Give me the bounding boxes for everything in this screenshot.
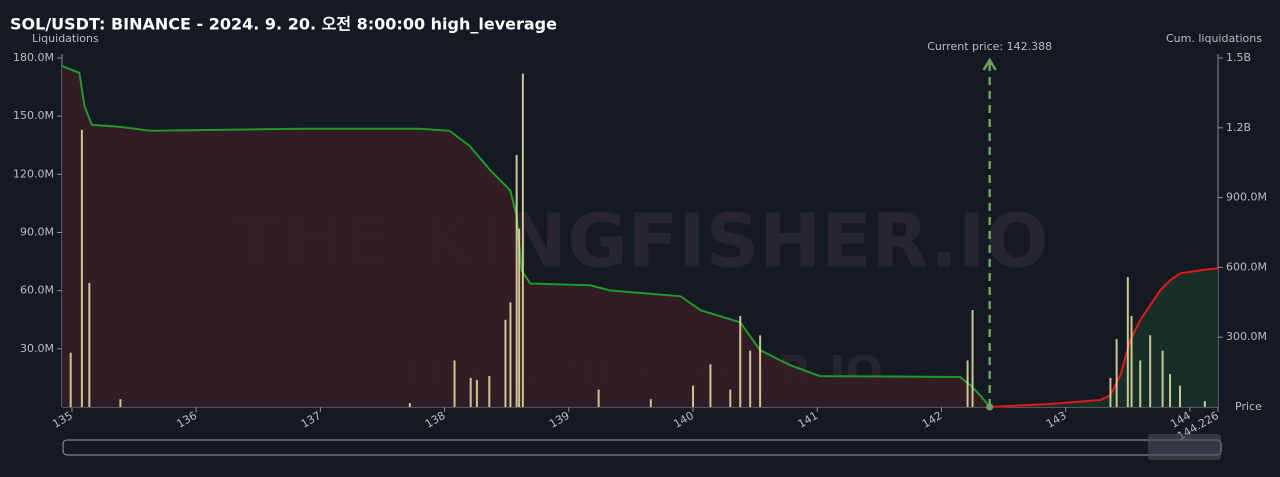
- liquidation-bar: [504, 319, 507, 407]
- x-tick-label: 142: [920, 409, 945, 431]
- scroll-handle[interactable]: [1148, 434, 1221, 460]
- liquidation-bar: [488, 375, 491, 407]
- liquidation-bar: [515, 154, 518, 407]
- liquidation-bar: [453, 360, 456, 407]
- liquidation-bar: [69, 352, 72, 407]
- liquidation-bar: [1178, 385, 1181, 407]
- x-tick-label: 135: [50, 409, 75, 431]
- liquidation-bar: [971, 310, 974, 407]
- liquidation-bar: [119, 399, 122, 407]
- liquidation-bar: [469, 377, 472, 407]
- liquidation-bar: [1139, 360, 1142, 407]
- liquidation-bar: [1109, 377, 1112, 407]
- x-tick-label: 138: [423, 409, 448, 431]
- liquidation-bar: [518, 228, 521, 407]
- liquidation-bar: [509, 302, 512, 407]
- cum-line: [989, 267, 1219, 408]
- y2-tick-label: 1.5B: [1226, 51, 1251, 64]
- liquidation-bar: [80, 129, 83, 407]
- scroll-track: [62, 439, 1222, 456]
- x-axis-label: Price: [1235, 400, 1262, 413]
- liquidation-bar: [692, 385, 695, 407]
- y2-tick-label: 300.0M: [1226, 330, 1267, 343]
- y2-tick-label: 900.0M: [1226, 191, 1267, 204]
- liquidation-bar: [1130, 315, 1133, 407]
- liquidation-bar: [597, 389, 600, 407]
- liquidation-bar: [709, 364, 712, 407]
- y-tick-label: 30.0M: [20, 342, 54, 355]
- y2-axis-label: Cum. liquidations: [1166, 32, 1262, 45]
- y2-tick-label: 600.0M: [1226, 260, 1267, 273]
- liquidation-bar: [1126, 277, 1129, 407]
- x-tick-label: 140: [671, 409, 696, 431]
- y-tick-label: 60.0M: [20, 284, 54, 297]
- liquidation-bar: [1161, 350, 1164, 407]
- liquidation-bar: [749, 350, 752, 407]
- current-price-dot: [986, 403, 994, 411]
- liquidation-bar: [1169, 374, 1172, 407]
- x-tick-label: 139: [547, 409, 572, 431]
- liquidation-bar: [649, 399, 652, 407]
- y-tick-label: 180.0M: [13, 51, 54, 64]
- liquidation-bar: [739, 315, 742, 407]
- liquidation-bar: [1203, 401, 1206, 407]
- liquidation-bar: [1115, 339, 1118, 407]
- area-fill: [62, 65, 990, 408]
- liquidation-bar: [729, 389, 732, 407]
- liquidation-bar: [475, 379, 478, 407]
- y-tick-label: 120.0M: [13, 167, 54, 180]
- liquidation-bar: [1149, 335, 1152, 407]
- y-tick-label: 90.0M: [20, 226, 54, 239]
- liquidation-bar: [408, 403, 411, 407]
- y-axis-label: Liquidations: [32, 32, 99, 45]
- liquidation-bar: [88, 282, 91, 407]
- area-fill: [989, 268, 1218, 407]
- liquidation-bar: [521, 73, 524, 407]
- x-tick-label: 141: [796, 409, 821, 431]
- cum-line: [61, 64, 991, 408]
- chart-title: SOL/USDT: BINANCE - 2024. 9. 20. 오전 8:00…: [10, 15, 557, 34]
- x-tick-label: 137: [299, 409, 324, 431]
- liquidation-bar: [966, 360, 969, 407]
- current-price-arrow: [982, 57, 997, 71]
- x-tick-label: 143: [1044, 409, 1069, 431]
- x-tick-label: 136: [174, 409, 199, 431]
- current-price-label: Current price: 142.388: [927, 40, 1052, 53]
- scrollbar[interactable]: [62, 434, 1222, 460]
- y-tick-label: 150.0M: [13, 109, 54, 122]
- liquidation-bar: [759, 335, 762, 407]
- y2-tick-label: 1.2B: [1226, 121, 1251, 134]
